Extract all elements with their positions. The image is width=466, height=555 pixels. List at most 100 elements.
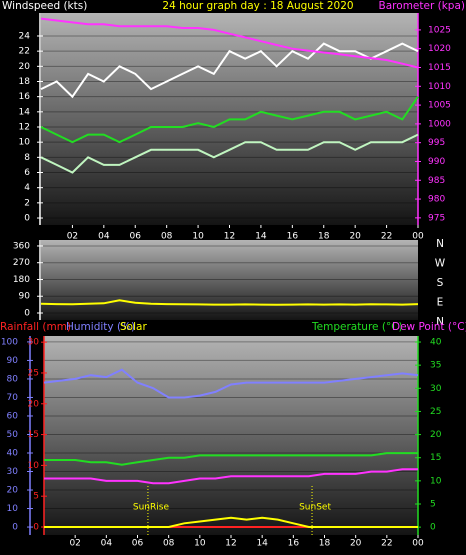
y-tick-label: 2 <box>24 198 30 208</box>
x-tick-label: 22 <box>381 539 392 549</box>
y-tick-label: 20 <box>19 62 31 72</box>
y2-tick-label: 20 <box>430 430 442 440</box>
y3-tick-label: 20 <box>28 399 40 409</box>
y2-tick-label: 10 <box>430 476 442 486</box>
x-tick-label: 08 <box>163 539 175 549</box>
axis-label: Solar <box>120 321 147 333</box>
series-line <box>40 299 419 306</box>
y-tick-label: 12 <box>19 123 30 133</box>
x-tick-label: 00 <box>412 232 424 242</box>
y3-tick-label: 25 <box>28 368 39 378</box>
y2-tick-label: 985 <box>428 176 445 186</box>
y-tick-label: 10 <box>19 138 31 148</box>
y2-tick-label: 1020 <box>428 44 451 54</box>
compass-label: E <box>437 297 444 309</box>
annotation: SunSet <box>299 503 331 513</box>
x-tick-label: 10 <box>194 539 206 549</box>
compass-label: W <box>435 258 446 270</box>
x-tick-label: 14 <box>256 539 268 549</box>
y-tick-label: 180 <box>13 275 30 285</box>
y-tick-label: 60 <box>7 411 19 421</box>
y-tick-label: 50 <box>7 430 19 440</box>
y-tick-label: 0 <box>24 214 30 224</box>
y-tick-label: 100 <box>1 337 18 347</box>
y2-tick-label: 30 <box>430 384 442 394</box>
x-tick-label: 12 <box>224 232 235 242</box>
y-tick-label: 270 <box>13 258 30 268</box>
series-line <box>40 133 419 174</box>
y2-tick-label: 0 <box>430 523 436 533</box>
series-line <box>40 42 419 99</box>
y2-tick-label: 1015 <box>428 63 451 73</box>
y3-tick-label: 5 <box>33 492 39 502</box>
y2-tick-label: 40 <box>430 338 442 348</box>
y-tick-label: 4 <box>24 183 30 193</box>
y-tick-label: 90 <box>7 356 19 366</box>
y2-tick-label: 1025 <box>428 25 451 35</box>
plot-area <box>44 336 418 535</box>
y2-tick-label: 35 <box>430 361 441 371</box>
y2-tick-label: 1005 <box>428 101 451 111</box>
y-tick-label: 360 <box>13 241 30 251</box>
y-tick-label: 14 <box>19 107 31 117</box>
y-tick-label: 0 <box>12 523 18 533</box>
y-tick-label: 10 <box>7 504 19 514</box>
series-line <box>40 96 419 144</box>
x-tick-label: 20 <box>349 232 361 242</box>
y2-tick-label: 25 <box>430 407 441 417</box>
y2-tick-label: 980 <box>428 195 445 205</box>
y-tick-label: 0 <box>24 308 30 318</box>
series-line <box>40 17 419 69</box>
x-tick-label: 22 <box>381 232 392 242</box>
y-axis-label: Windspeed (kts) <box>2 0 87 12</box>
x-tick-label: 16 <box>287 232 299 242</box>
y2-tick-label: 5 <box>430 499 436 509</box>
y2-tick-label: 1000 <box>428 119 451 129</box>
y2-tick-label: 995 <box>428 138 445 148</box>
x-tick-label: 14 <box>255 232 267 242</box>
y-tick-label: 18 <box>19 77 31 87</box>
x-tick-label: 20 <box>350 539 362 549</box>
y3-tick-label: 0 <box>33 522 39 532</box>
y-tick-label: 24 <box>19 31 31 41</box>
y-tick-label: 70 <box>7 393 19 403</box>
x-tick-label: 18 <box>318 232 330 242</box>
y2-tick-label: 1010 <box>428 82 451 92</box>
chart-title: 24 hour graph day : 18 August 2020 <box>162 0 353 12</box>
axis-label: Rainfall (mm) <box>0 321 71 333</box>
axis-label: Temperature (°C) <box>311 321 403 333</box>
x-tick-label: 10 <box>192 232 204 242</box>
series-line <box>44 452 418 466</box>
y-tick-label: 90 <box>19 292 31 302</box>
series-line <box>44 468 418 485</box>
x-tick-label: 00 <box>412 539 424 549</box>
axis-label: Humidity (%) <box>66 321 135 333</box>
compass-label: N <box>436 238 444 250</box>
plot-area <box>41 240 418 320</box>
y-tick-label: 20 <box>7 486 19 496</box>
y2-tick-label: 15 <box>430 453 441 463</box>
y3-tick-label: 10 <box>28 461 40 471</box>
y-tick-label: 6 <box>24 168 30 178</box>
y-tick-label: 30 <box>7 467 19 477</box>
series-line <box>44 516 418 528</box>
x-tick-label: 02 <box>69 539 80 549</box>
y-tick-label: 80 <box>7 374 19 384</box>
x-tick-label: 18 <box>319 539 331 549</box>
y-tick-label: 40 <box>7 448 19 458</box>
x-tick-label: 04 <box>98 232 110 242</box>
y-tick-label: 8 <box>24 153 30 163</box>
annotation: SunRise <box>133 503 170 513</box>
x-tick-label: 04 <box>101 539 113 549</box>
compass-label: N <box>436 316 444 328</box>
y3-tick-label: 15 <box>28 430 39 440</box>
y-tick-label: 16 <box>19 92 31 102</box>
series-line <box>43 368 419 399</box>
x-tick-label: 12 <box>225 539 236 549</box>
x-tick-label: 02 <box>67 232 78 242</box>
y2-tick-label: 975 <box>428 213 445 223</box>
x-tick-label: 06 <box>130 232 142 242</box>
x-tick-label: 16 <box>288 539 300 549</box>
